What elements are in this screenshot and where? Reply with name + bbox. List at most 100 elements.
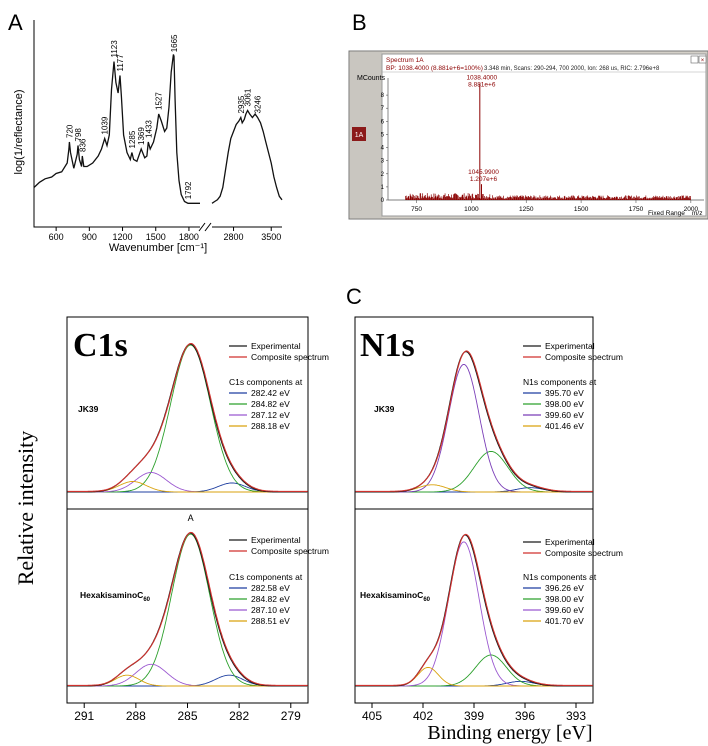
c1s-frame: [66, 316, 309, 704]
c1s-bottom-component-label: 284.82 eV: [251, 594, 290, 604]
c1s-top-component-label: 287.12 eV: [251, 410, 290, 420]
ms-window-button-1[interactable]: [690, 55, 699, 64]
ir-peak-annotation: 1177: [116, 54, 125, 72]
n1s-bottom-composite-curve: [355, 533, 593, 686]
c1s-bottom-marker: A: [188, 513, 194, 523]
n1s-bottom-component-label: 399.60 eV: [545, 605, 584, 615]
ir-peak-annotation: 1123: [110, 40, 119, 58]
xps-x-label: Binding energy [eV]: [427, 722, 592, 744]
n1s-bottom-sample-label: HexakisaminoC60: [360, 590, 431, 603]
ms-header-info: 3.348 min, Scans: 290-294, 700 2000, Ion…: [484, 66, 660, 72]
ir-peak-annotation: 1039: [101, 116, 110, 134]
n1s-bottom-components-title: N1s components at: [523, 572, 597, 582]
c1s-bottom-component-label: 282.58 eV: [251, 583, 290, 593]
ms-side-tag-label: 1A: [355, 132, 364, 139]
ms-window-close[interactable]: [698, 55, 707, 64]
c1s-title: C1s: [73, 327, 128, 364]
ir-spectrum-left: [33, 54, 200, 204]
ir-x-tick-label: 1500: [146, 232, 166, 242]
ms-x-tick-label: 750: [411, 206, 422, 213]
ms-x-label: m/z: [692, 210, 702, 217]
ir-peak-annotation: 1792: [184, 181, 193, 199]
ir-x-tick-label: 3500: [261, 232, 281, 242]
n1s-top-component-label: 398.00 eV: [545, 399, 584, 409]
ms-peak-label: 1038.4000: [466, 75, 497, 82]
ms-peak-label: 1045.9900: [468, 169, 499, 176]
n1s-top-legend-experimental: Experimental: [545, 341, 595, 351]
c1s-bottom-sample-label: HexakisaminoC60: [80, 590, 151, 603]
ir-peak-annotation: 3246: [254, 95, 263, 113]
ir-x-label: Wavenumber [cm⁻¹]: [109, 242, 207, 254]
n1s-top-component-label: 399.60 eV: [545, 410, 584, 420]
ms-peak-intensity: 8.881e+6: [468, 82, 496, 89]
ir-x-tick-label: 900: [82, 232, 97, 242]
n1s-bottom-sample-subscript: 60: [423, 597, 430, 603]
ir-peak-annotation: 1369: [137, 127, 146, 145]
ir-y-label: log(1/reflectance): [13, 90, 25, 175]
ms-peak-intensity: 1.207e+6: [470, 176, 498, 183]
c1s-bottom-legend-composite: Composite spectrum: [251, 546, 329, 556]
ir-x-tick-label: 1200: [113, 232, 133, 242]
c1s-bottom-legend-experimental: Experimental: [251, 535, 301, 545]
ir-peak-annotation: 720: [65, 124, 74, 138]
ms-y-tick-label: 5: [381, 132, 385, 138]
ir-peak-annotation: 836: [78, 138, 87, 152]
n1s-top-components-title: N1s components at: [523, 377, 597, 387]
xps-y-label: Relative intensity: [13, 431, 38, 586]
c1s-top-composite-curve: [67, 342, 308, 492]
c1s-top-sample-label: JK39: [78, 404, 99, 414]
n1s-bottom-component-label: 398.00 eV: [545, 594, 584, 604]
ms-y-tick-label: 1: [381, 185, 385, 191]
ms-x-tick-label: 1250: [519, 206, 534, 213]
c1s-top-component-label: 284.82 eV: [251, 399, 290, 409]
c1s-top-component-curve: [67, 472, 308, 493]
panel-label-a: A: [8, 10, 23, 35]
n1s-bottom-component-label: 396.26 eV: [545, 583, 584, 593]
ir-axis-break-2: [204, 222, 212, 232]
c1s-bottom-component-curve: [67, 663, 308, 687]
panel-label-b: B: [352, 10, 367, 35]
ir-peak-annotation: 1665: [170, 34, 179, 52]
c1s-bottom-composite-curve: [67, 531, 308, 686]
ms-y-label: MCounts: [357, 75, 386, 82]
ms-y-tick-label: 3: [381, 159, 385, 165]
ms-side-tag: [352, 127, 366, 141]
ms-header-title: Spectrum 1A: [386, 57, 424, 64]
ms-range-label: Fixed Range: [648, 210, 685, 217]
n1s-frame: [354, 316, 594, 704]
n1s-top-component-curve: [355, 450, 593, 493]
c1s-x-tick-label: 282: [229, 709, 249, 723]
ir-peak-annotation: 3061: [244, 88, 253, 106]
c1s-top-component-label: 282.42 eV: [251, 388, 290, 398]
ms-header-bp: BP: 1038.4000 (8.881e+6=100%): [386, 65, 483, 72]
ms-y-tick-label: 4: [381, 146, 385, 152]
ms-x-tick-label: 1000: [464, 206, 479, 213]
ir-peak-annotation: 1433: [144, 120, 153, 138]
ms-plot-area: [381, 53, 707, 217]
ir-x-tick-label: 2800: [224, 232, 244, 242]
ms-x-tick-label: 1500: [574, 206, 589, 213]
ir-x-tick-label: 1800: [179, 232, 199, 242]
c1s-bottom-sample-subscript: 60: [143, 597, 150, 603]
ir-peak-annotation: 798: [74, 128, 83, 142]
n1s-bottom-legend-experimental: Experimental: [545, 537, 595, 547]
ir-x-tick-label: 600: [49, 232, 64, 242]
ms-y-tick-label: 6: [381, 119, 385, 125]
ms-y-tick-label: 0: [381, 198, 385, 204]
c1s-x-tick-label: 288: [126, 709, 146, 723]
c1s-x-tick-label: 279: [281, 709, 301, 723]
n1s-bottom-component-label: 401.70 eV: [545, 616, 584, 626]
ms-x-tick-label: 1750: [629, 206, 644, 213]
panel-label-c: C: [346, 284, 362, 309]
c1s-x-tick-label: 291: [74, 709, 94, 723]
n1s-x-tick-label: 399: [464, 709, 484, 723]
n1s-x-tick-label: 405: [362, 709, 382, 723]
ms-y-tick-label: 8: [381, 93, 385, 99]
n1s-top-composite-curve: [355, 350, 593, 492]
c1s-bottom-components-title: C1s components at: [229, 572, 303, 582]
n1s-bottom-legend-composite: Composite spectrum: [545, 548, 623, 558]
